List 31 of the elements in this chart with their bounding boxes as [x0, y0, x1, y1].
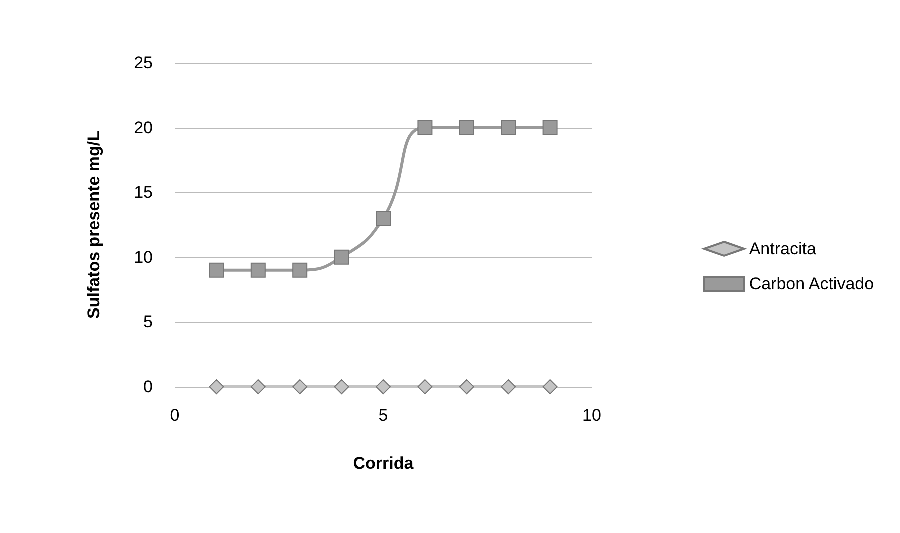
- legend-label: Carbon Activado: [749, 274, 874, 294]
- x-axis-title: Corrida: [353, 454, 414, 473]
- y-tick-label: 15: [134, 183, 153, 202]
- y-tick-label: 0: [144, 378, 153, 396]
- point: [209, 380, 224, 394]
- legend-label: Antracita: [749, 240, 817, 258]
- y-tick-label: 20: [134, 118, 153, 138]
- x-tick-label: 10: [582, 406, 602, 425]
- x-tick-label: 0: [170, 406, 180, 425]
- point: [292, 380, 308, 394]
- point: [250, 262, 266, 278]
- point: [542, 380, 558, 394]
- y-tick-label: 25: [134, 54, 153, 72]
- point: [459, 120, 474, 136]
- point: [334, 250, 350, 265]
- point: [542, 120, 558, 136]
- point: [418, 120, 433, 136]
- y-tick-label: 10: [134, 248, 153, 267]
- point: [376, 380, 391, 394]
- point: [334, 380, 350, 394]
- point: [209, 262, 224, 278]
- point: [250, 380, 266, 394]
- point: [501, 120, 516, 136]
- point: [292, 262, 308, 278]
- point: [418, 380, 433, 394]
- point: [501, 380, 516, 394]
- point: [459, 380, 474, 394]
- x-tick-label: 5: [378, 406, 388, 425]
- point: [376, 211, 391, 226]
- y-axis-title: Sulfatos presente mg/L: [84, 131, 104, 319]
- y-tick-label: 5: [144, 312, 153, 332]
